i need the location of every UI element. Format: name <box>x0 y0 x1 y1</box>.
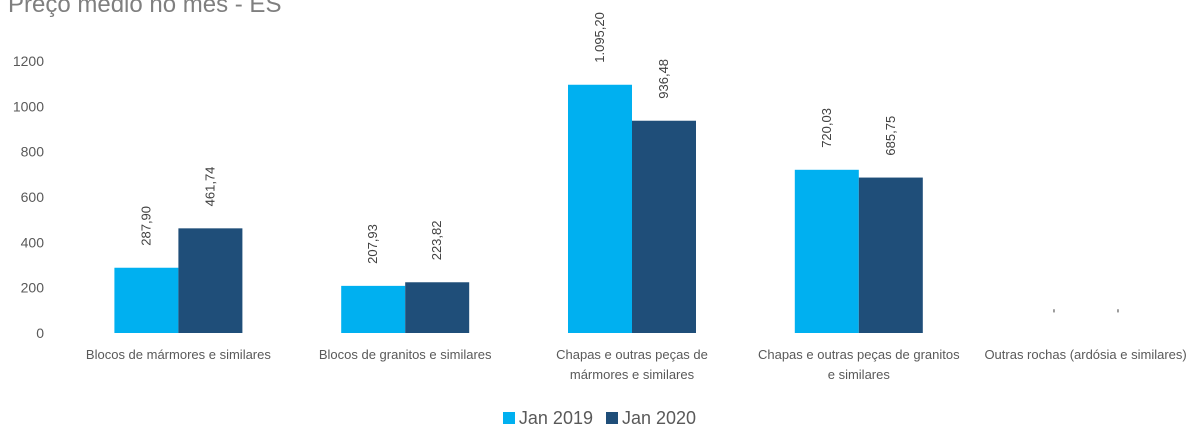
legend: Jan 2019 Jan 2020 <box>0 408 1199 428</box>
bar-jan-2020-2 <box>632 120 696 333</box>
legend-item-jan-2020[interactable]: Jan 2020 <box>606 408 696 428</box>
y-tick-label: 0 <box>36 325 44 341</box>
y-tick-label: 1200 <box>13 53 44 69</box>
legend-item-jan-2019[interactable]: Jan 2019 <box>502 408 593 428</box>
y-tick-label: 400 <box>21 234 45 250</box>
legend-label-jan-2020: Jan 2020 <box>622 408 697 428</box>
y-axis: 0 200 400 600 800 1000 1200 <box>13 53 44 341</box>
bar-jan-2020-0 <box>178 228 243 333</box>
legend-swatch-jan-2020 <box>606 412 618 424</box>
data-labels: 287,90 461,74 207,93 223,82 1.095,20 936,48 72… <box>138 12 1124 313</box>
x-tick-label: Outras rochas (ardósia e similares) <box>984 347 1186 362</box>
data-label: 287,90 <box>138 206 153 246</box>
bar-jan-2019-3 <box>794 169 859 333</box>
data-label: 461,74 <box>202 167 217 207</box>
data-label: 936,48 <box>656 59 671 99</box>
data-label: - <box>1046 309 1061 313</box>
y-tick-label: 800 <box>21 144 45 160</box>
chart-title: Preço médio no mês - ES <box>8 0 282 18</box>
bar-jan-2019-2 <box>568 84 632 333</box>
data-label: - <box>1110 309 1125 313</box>
bar-chart: 0 200 400 600 800 1000 1200 287,90 461,74 207,93… <box>13 12 1187 382</box>
data-label: 223,82 <box>429 221 444 261</box>
legend-swatch-jan-2019 <box>502 412 515 424</box>
legend-label-jan-2019: Jan 2019 <box>518 408 593 428</box>
data-label: 207,93 <box>365 224 380 264</box>
y-tick-label: 600 <box>21 189 45 205</box>
bar-jan-2020-1 <box>405 282 470 333</box>
bar-jan-2020-3 <box>858 177 923 333</box>
data-label: 720,03 <box>819 108 834 148</box>
data-label: 1.095,20 <box>592 12 607 63</box>
bar-jan-2019-0 <box>114 267 179 333</box>
bar-jan-2019-1 <box>341 285 406 333</box>
bars <box>114 84 923 333</box>
x-tick-label: Blocos de mármores e similares <box>86 347 271 362</box>
x-axis: Blocos de mármores e similares Blocos de … <box>86 347 1187 382</box>
data-label: 685,75 <box>883 116 898 156</box>
x-tick-label: mármores e similares <box>570 367 695 382</box>
x-tick-label: e similares <box>828 367 891 382</box>
x-tick-label: Chapas e outras peças de <box>556 347 708 362</box>
x-tick-label: Chapas e outras peças de granitos <box>758 347 960 362</box>
y-tick-label: 1000 <box>13 98 44 114</box>
y-tick-label: 200 <box>21 280 45 296</box>
x-tick-label: Blocos de granitos e similares <box>319 347 492 362</box>
